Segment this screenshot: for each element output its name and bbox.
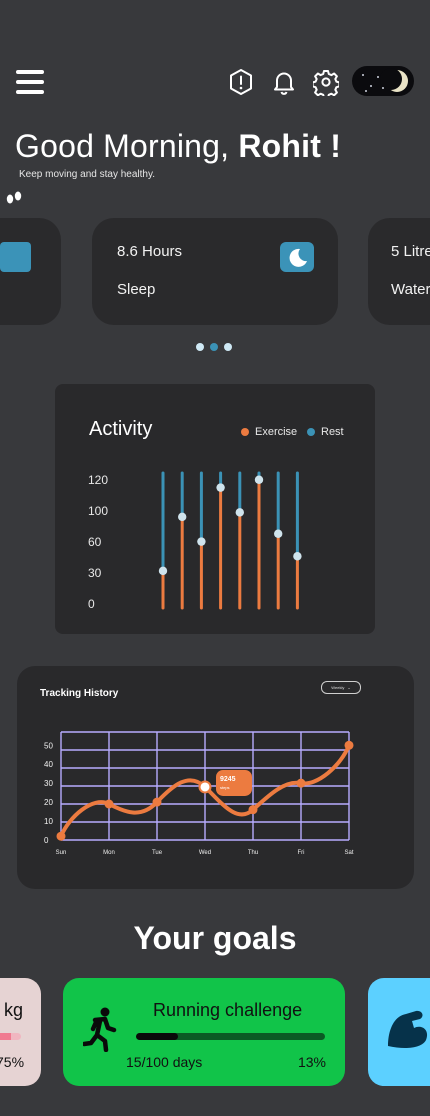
goal-progress-bar bbox=[0, 1033, 21, 1040]
bar-knob bbox=[197, 537, 206, 546]
water-label: Water bbox=[391, 281, 430, 298]
goal-unit: kg bbox=[4, 1000, 24, 1020]
stat-card-water[interactable]: 5 Litre Water bbox=[368, 218, 430, 325]
data-point bbox=[56, 831, 66, 841]
activity-bar-chart bbox=[158, 471, 302, 610]
y-tick: 30 bbox=[88, 566, 102, 580]
bar-knob bbox=[235, 508, 244, 517]
data-point bbox=[344, 740, 354, 750]
bar-knob bbox=[254, 475, 264, 484]
goal-progress-bar bbox=[136, 1033, 325, 1040]
tracking-title: Tracking History bbox=[40, 688, 119, 699]
stat-card-sleep[interactable]: 8.6 Hours Sleep bbox=[92, 218, 338, 325]
y-tick: 60 bbox=[88, 535, 102, 549]
tooltip-box bbox=[216, 769, 252, 796]
y-tick-label: 50 bbox=[44, 741, 53, 750]
y-tick: 100 bbox=[88, 504, 109, 518]
data-point bbox=[248, 805, 258, 815]
flexed-bicep-icon bbox=[388, 1010, 428, 1048]
carousel-dot-1[interactable] bbox=[196, 343, 204, 351]
y-tick-label: 0 bbox=[44, 836, 49, 845]
goal-pct: 13% bbox=[297, 1054, 326, 1070]
goal-progress-fill bbox=[136, 1033, 178, 1040]
period-select[interactable]: Weekly ⌄ bbox=[321, 681, 361, 694]
water-value: 5 Litre bbox=[391, 243, 430, 260]
data-point bbox=[296, 778, 306, 788]
goal-progress-fill bbox=[0, 1033, 11, 1040]
tracking-line-chart: 0 10 20 30 40 50 Sun Mon Tue Wed Thu Fri Sat 9245 step… bbox=[44, 731, 354, 856]
y-tick-label: 30 bbox=[44, 779, 53, 788]
data-point bbox=[104, 799, 114, 809]
hamburger-menu-icon[interactable] bbox=[16, 70, 44, 94]
y-tick-label: 40 bbox=[44, 760, 53, 769]
y-tick-label: 10 bbox=[44, 817, 53, 826]
carousel-dot-2[interactable] bbox=[210, 343, 218, 351]
data-point bbox=[152, 797, 162, 807]
x-tick-label: Thu bbox=[248, 850, 258, 856]
goal-days: 15/100 days bbox=[126, 1054, 203, 1070]
bar-knob bbox=[216, 483, 225, 492]
goals-title: Your goals bbox=[133, 920, 297, 956]
goal-card-weight[interactable]: kg 75% bbox=[0, 978, 41, 1086]
legend-exercise: Exercise bbox=[241, 426, 297, 438]
stat-badge-icon bbox=[0, 242, 31, 272]
tooltip-value: 9245 bbox=[220, 776, 236, 783]
bar-knob bbox=[158, 566, 168, 576]
legend-rest: Rest bbox=[307, 426, 344, 438]
y-tick: 0 bbox=[88, 597, 95, 611]
x-tick-label: Sat bbox=[344, 850, 353, 856]
goal-pct: 75% bbox=[0, 1054, 25, 1070]
chevron-down-icon: ⌄ bbox=[347, 685, 351, 690]
x-tick-label: Mon bbox=[103, 850, 115, 856]
activity-title: Activity bbox=[89, 418, 153, 440]
x-tick-label: Tue bbox=[152, 850, 163, 856]
greeting-subtitle: Keep moving and stay healthy. bbox=[19, 169, 156, 180]
x-tick-label: Fri bbox=[298, 850, 305, 856]
data-point-highlight bbox=[198, 780, 212, 794]
x-tick-label: Sun bbox=[56, 850, 67, 856]
greeting-title: Good Morning, Rohit ! bbox=[15, 128, 342, 164]
activity-card: Activity Exercise Rest 120 100 60 30 0 bbox=[55, 384, 375, 634]
bar-knob bbox=[178, 512, 187, 522]
carousel-dot-3[interactable] bbox=[224, 343, 232, 351]
user-name: Rohit ! bbox=[238, 128, 342, 164]
gear-icon[interactable] bbox=[313, 68, 339, 96]
moon-icon bbox=[280, 242, 314, 272]
stat-card-left[interactable] bbox=[0, 218, 61, 325]
bar-knob bbox=[274, 529, 283, 538]
dark-mode-toggle[interactable] bbox=[352, 66, 414, 96]
sleep-value: 8.6 Hours bbox=[117, 243, 183, 260]
bell-icon[interactable] bbox=[271, 68, 297, 96]
footsteps-icon bbox=[6, 191, 22, 204]
bar-knob bbox=[293, 552, 302, 561]
goal-title: Running challenge bbox=[153, 1000, 303, 1020]
tracking-history-card: Tracking History Weekly ⌄ 0 10 20 30 40 50 Sun M… bbox=[17, 666, 414, 889]
goal-card-strength[interactable] bbox=[368, 978, 430, 1086]
runner-icon bbox=[83, 1007, 117, 1052]
x-tick-label: Wed bbox=[199, 850, 211, 856]
y-tick-label: 20 bbox=[44, 798, 53, 807]
sleep-label: Sleep bbox=[117, 281, 156, 298]
goal-card-running[interactable]: Running challenge 15/100 days 13% bbox=[63, 978, 345, 1086]
y-tick: 120 bbox=[88, 473, 109, 487]
moon-icon bbox=[380, 68, 408, 92]
alert-octagon-icon[interactable] bbox=[228, 68, 254, 96]
tooltip-unit: steps bbox=[220, 785, 230, 790]
